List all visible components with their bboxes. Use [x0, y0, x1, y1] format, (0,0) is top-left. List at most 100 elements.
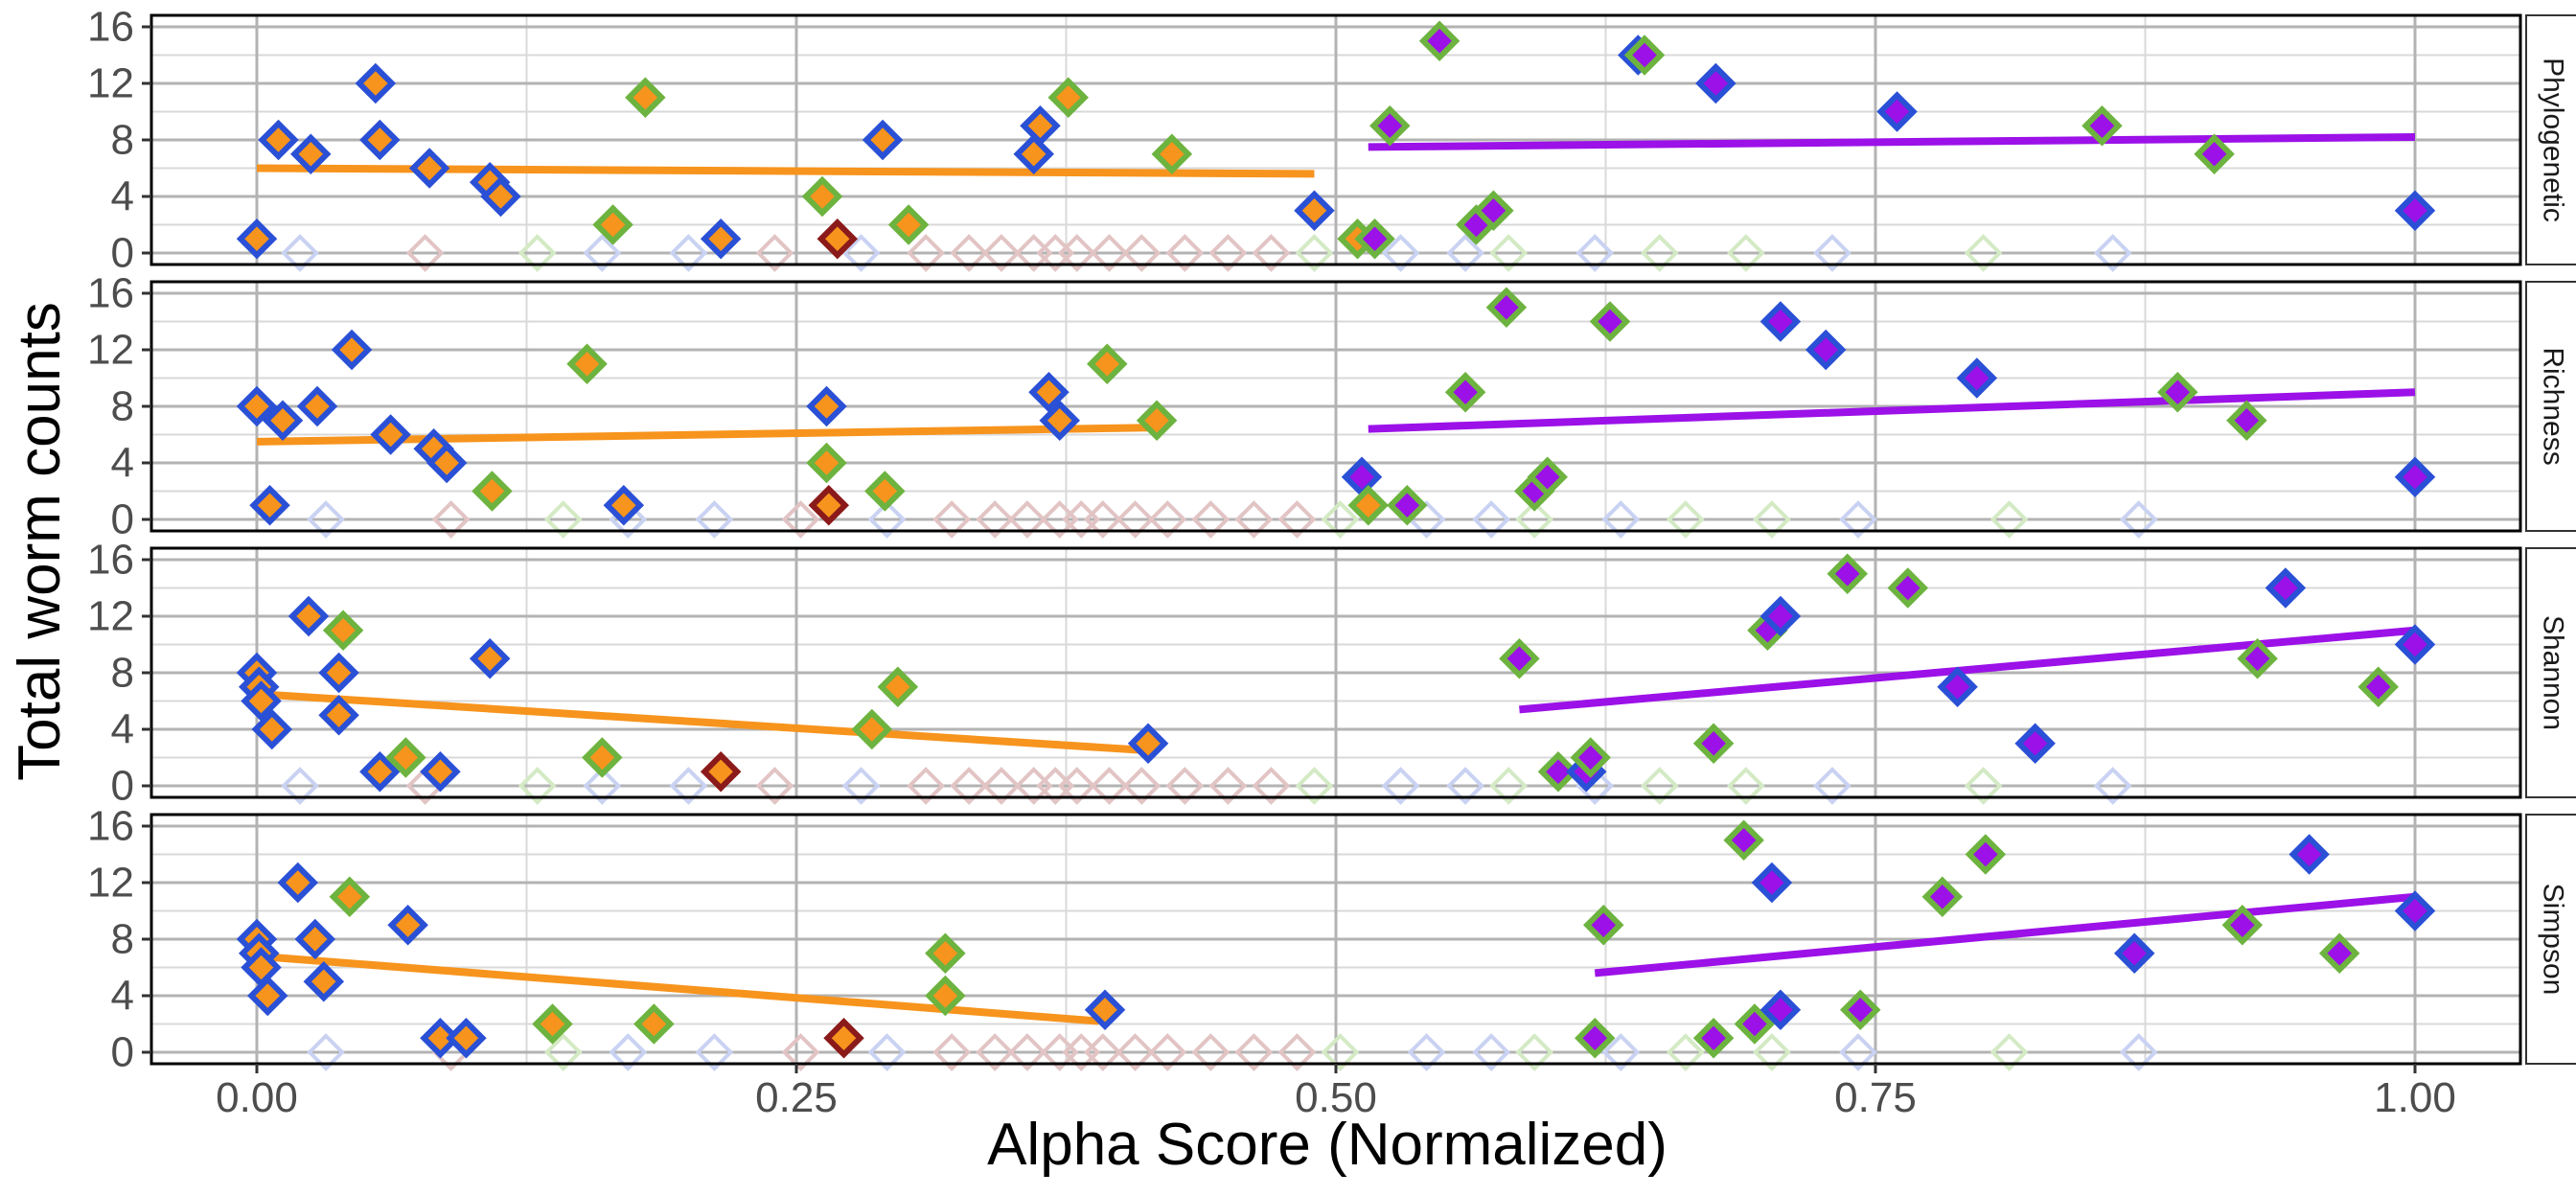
data-point — [1473, 190, 1514, 231]
ghost-point — [1813, 234, 1852, 272]
data-point — [925, 932, 966, 974]
ghost-point — [543, 1033, 583, 1071]
ghost-point — [907, 767, 945, 805]
y-tick-label: 8 — [111, 650, 134, 697]
ghost-point — [669, 234, 708, 272]
facet-strip — [2525, 14, 2576, 265]
ghost-point — [1057, 767, 1096, 805]
data-point — [2237, 638, 2278, 679]
data-point — [2157, 372, 2198, 413]
data-point — [2394, 456, 2436, 497]
data-point — [355, 62, 397, 104]
data-point — [2318, 932, 2360, 974]
data-point — [318, 695, 359, 736]
ghost-point — [1472, 1033, 1510, 1071]
ghost-point — [950, 767, 988, 805]
ghost-point — [1083, 1033, 1122, 1071]
data-point — [387, 905, 428, 946]
y-tick-label: 4 — [111, 706, 134, 753]
ghost-point — [1295, 234, 1334, 272]
data-point — [1760, 301, 1802, 342]
data-point — [359, 751, 401, 793]
ghost-point — [2093, 234, 2132, 272]
ghost-point — [1515, 1033, 1554, 1071]
x-tick-label: 0.00 — [216, 1074, 298, 1121]
trend-line-purple — [1594, 892, 2416, 978]
ghost-point — [1753, 500, 1791, 539]
ghost-point — [1083, 500, 1122, 539]
trend-line-purple — [1368, 133, 2416, 151]
data-point — [2221, 905, 2264, 946]
data-point — [303, 961, 345, 1002]
data-point — [1805, 329, 1847, 371]
ghost-point — [1727, 234, 1765, 272]
ghost-point — [1753, 1033, 1791, 1071]
y-tick-label: 16 — [87, 4, 134, 51]
data-point — [1020, 105, 1061, 147]
ghost-point — [307, 1033, 345, 1071]
data-point — [359, 119, 401, 161]
ghost-point — [281, 767, 319, 805]
y-tick-label: 16 — [87, 270, 134, 317]
data-point — [700, 751, 742, 793]
data-point — [1347, 485, 1390, 526]
data-point — [262, 400, 304, 441]
data-point — [823, 1018, 864, 1059]
ghost-point — [1321, 1033, 1360, 1071]
ghost-point — [976, 1033, 1015, 1071]
ghost-point — [1666, 1033, 1705, 1071]
ghost-point — [583, 767, 622, 805]
ghost-point — [755, 234, 794, 272]
ghost-point — [1090, 234, 1129, 272]
data-point — [1387, 485, 1428, 526]
data-point — [816, 218, 859, 260]
ghost-point — [1234, 500, 1274, 539]
y-tick-label: 0 — [111, 763, 134, 810]
ghost-point — [1116, 500, 1155, 539]
data-point — [808, 485, 850, 526]
ghost-point — [1381, 767, 1420, 805]
x-tick-label: 0.25 — [755, 1074, 838, 1121]
ghost-point — [1252, 767, 1291, 805]
trend-line-orange — [256, 424, 1158, 446]
data-point — [877, 666, 919, 707]
ghost-point — [1489, 767, 1528, 805]
y-tick-label: 12 — [87, 60, 134, 107]
ghost-point — [1381, 234, 1420, 272]
ghost-point — [950, 234, 988, 272]
y-tick-label: 4 — [111, 973, 134, 1020]
data-point — [2394, 190, 2436, 231]
data-point — [258, 119, 299, 161]
data-point — [2394, 890, 2436, 932]
data-point — [633, 1003, 675, 1045]
ghost-point — [518, 234, 557, 272]
ghost-point — [841, 767, 881, 805]
data-point — [1087, 343, 1128, 384]
data-point — [1692, 1018, 1735, 1059]
trend-line-orange — [256, 690, 1149, 755]
y-tick-label: 0 — [111, 496, 134, 543]
data-point — [1527, 456, 1568, 497]
ghost-point — [1008, 1033, 1046, 1071]
facet-panel-shannon: Shannon 0 4 8 12 16 — [87, 537, 2576, 810]
ghost-point — [1234, 1033, 1274, 1071]
data-point — [1723, 819, 1764, 861]
data-point — [806, 385, 847, 427]
data-point — [851, 708, 893, 750]
data-point — [1692, 723, 1735, 764]
y-tick-label: 8 — [111, 383, 134, 430]
ghost-point — [307, 500, 345, 539]
ghost-point — [431, 500, 471, 539]
data-point — [2358, 666, 2399, 707]
ghost-point — [1964, 234, 2003, 272]
facet-strip-label: Shannon — [2538, 615, 2569, 730]
y-tick-label: 8 — [111, 117, 134, 164]
facet-panel-simpson: Simpson 0 4 8 12 16 — [87, 803, 2576, 1076]
data-point — [2082, 105, 2123, 147]
ghost-point — [755, 767, 794, 805]
ghost-point — [1472, 500, 1510, 539]
data-point — [1127, 723, 1169, 764]
data-point — [249, 485, 290, 526]
data-point — [2194, 133, 2235, 174]
ghost-point — [932, 500, 971, 539]
